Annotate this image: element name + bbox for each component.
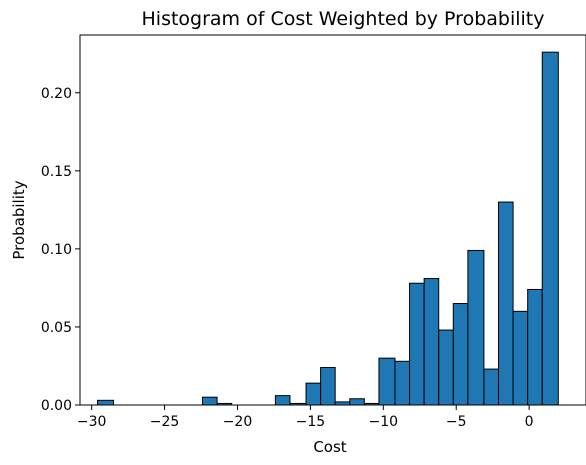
histogram-bar-29 <box>527 288 543 406</box>
chart-title: Histogram of Cost Weighted by Probabilit… <box>142 8 545 30</box>
histogram-bar-17 <box>349 398 365 406</box>
histogram-bar-25 <box>467 249 485 406</box>
histogram-bar-19 <box>378 357 396 406</box>
histogram-bar-7 <box>201 396 218 406</box>
histogram-bar-23 <box>438 329 454 406</box>
y-tick-label: 0.20 <box>41 86 72 102</box>
x-tick-label: −25 <box>150 414 180 430</box>
x-axis-label: Cost <box>313 438 346 456</box>
histogram-bar-27 <box>498 201 514 406</box>
plot-area-frame <box>79 34 586 406</box>
x-tick-label: −5 <box>446 414 467 430</box>
x-tick-label: −10 <box>369 414 399 430</box>
histogram-bar-0 <box>97 399 115 406</box>
y-tick-label: 0.15 <box>41 164 72 180</box>
y-tick-label: 0.00 <box>41 398 72 414</box>
y-axis-label: Probability <box>10 180 28 259</box>
histogram-bar-24 <box>452 303 469 406</box>
histogram-bar-26 <box>483 368 500 406</box>
histogram-bar-21 <box>409 282 425 406</box>
x-tick-label: 0 <box>525 414 534 430</box>
histogram-bar-30 <box>541 51 559 406</box>
histogram-bar-15 <box>320 367 336 406</box>
y-tick-label: 0.10 <box>41 242 72 258</box>
histogram-bar-14 <box>305 382 322 406</box>
bars-layer <box>97 51 559 406</box>
histogram-bar-20 <box>394 360 411 406</box>
histogram-bar-28 <box>512 310 529 406</box>
y-axis: 0.00 0.05 0.10 0.15 0.20 <box>41 86 80 414</box>
x-axis: −30 −25 −20 −15 −10 −5 0 <box>77 405 534 430</box>
x-tick-label: −30 <box>77 414 107 430</box>
x-tick-label: −15 <box>296 414 326 430</box>
histogram-bar-12 <box>274 395 291 406</box>
x-tick-label: −20 <box>223 414 253 430</box>
y-tick-label: 0.05 <box>41 320 72 336</box>
histogram-bar-22 <box>423 278 440 406</box>
